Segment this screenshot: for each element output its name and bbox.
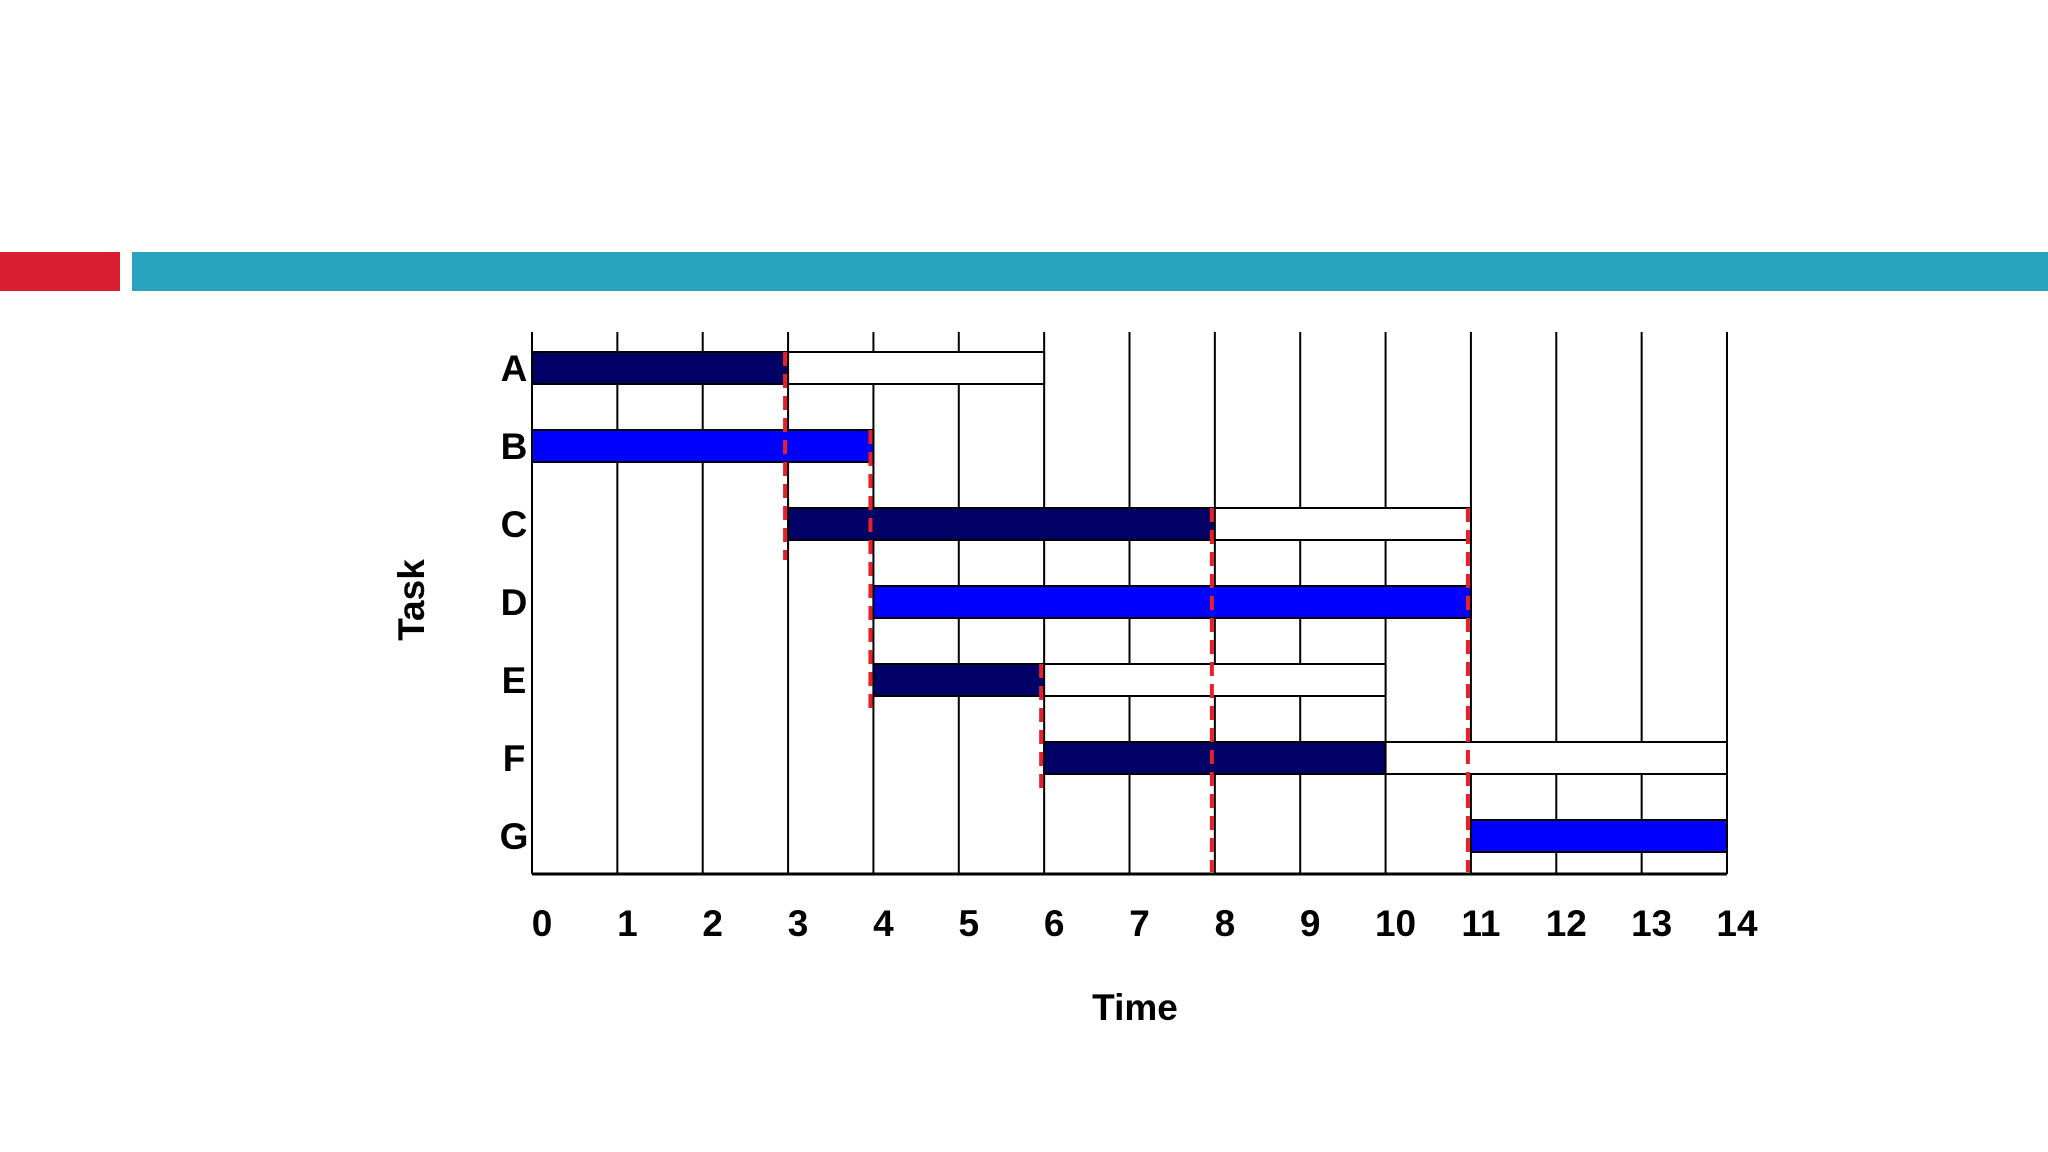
- y-axis-title: Task: [391, 559, 432, 641]
- x-tick-label-11: 11: [1461, 903, 1500, 944]
- task-bars: [531, 351, 1729, 853]
- task-label-C: C: [501, 504, 528, 545]
- accent-bar-red: [0, 252, 120, 291]
- x-tick-label-14: 14: [1716, 903, 1758, 944]
- slack-bar-E: [1043, 663, 1387, 697]
- task-label-E: E: [502, 660, 527, 701]
- task-label-A: A: [501, 348, 528, 389]
- task-bar-A: [531, 351, 790, 385]
- slack-bar-A: [787, 351, 1046, 385]
- accent-bar-teal: [132, 252, 2048, 291]
- x-tick-label-2: 2: [702, 903, 723, 944]
- x-tick-label-7: 7: [1129, 903, 1150, 944]
- x-tick-label-4: 4: [873, 903, 894, 944]
- slack-bar-C: [1213, 507, 1472, 541]
- x-tick-label-9: 9: [1300, 903, 1321, 944]
- task-label-B: B: [501, 426, 528, 467]
- task-bar-G: [1469, 819, 1729, 853]
- task-bar-D: [872, 585, 1472, 619]
- task-bar-C: [787, 507, 1216, 541]
- x-tick-label-5: 5: [958, 903, 979, 944]
- x-axis-title: Time: [1092, 987, 1178, 1028]
- task-label-D: D: [501, 582, 528, 623]
- task-bar-F: [1043, 741, 1387, 775]
- dependency-lines: [783, 352, 1470, 872]
- x-tick-label-10: 10: [1375, 903, 1416, 944]
- x-tick-label-8: 8: [1215, 903, 1236, 944]
- task-bar-E: [872, 663, 1046, 697]
- x-tick-label-12: 12: [1546, 903, 1587, 944]
- x-tick-label-3: 3: [788, 903, 809, 944]
- x-tick-label-6: 6: [1044, 903, 1065, 944]
- slack-bar-F: [1384, 741, 1728, 775]
- task-label-F: F: [503, 738, 526, 779]
- x-tick-label-0: 0: [532, 903, 553, 944]
- task-bar-B: [531, 429, 875, 463]
- task-label-G: G: [500, 816, 529, 857]
- x-tick-label-1: 1: [617, 903, 638, 944]
- x-tick-label-13: 13: [1631, 903, 1672, 944]
